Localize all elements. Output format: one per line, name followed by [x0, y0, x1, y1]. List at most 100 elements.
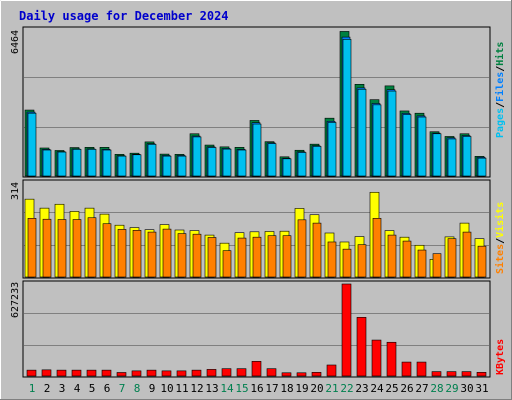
- x-tick-label-day-5: 5: [89, 382, 96, 395]
- bar-kbytes-day-14: [221, 368, 232, 377]
- bar-pages-day-4: [72, 149, 82, 177]
- bar-kbytes-day-5: [86, 369, 97, 377]
- legend-hits: Hits: [494, 42, 506, 66]
- x-tick-label-day-29: 29: [445, 382, 458, 395]
- bar-sites-day-18: [282, 235, 292, 278]
- bar-pages-day-17: [267, 143, 277, 177]
- bar-sites-day-1: [27, 218, 37, 278]
- bar-sites-day-13: [207, 237, 217, 278]
- bottom-panel-ymax-label: 627233: [10, 282, 21, 318]
- bar-kbytes-day-21: [326, 364, 337, 377]
- legend-separator: /: [495, 66, 506, 72]
- bar-pages-day-13: [207, 147, 217, 177]
- legend-middle: Sites/Visits: [494, 202, 506, 274]
- x-tick-label-day-27: 27: [415, 382, 428, 395]
- x-tick-label-day-2: 2: [44, 382, 51, 395]
- bar-pages-day-22: [342, 39, 352, 177]
- bar-kbytes-day-24: [371, 339, 382, 377]
- bar-kbytes-day-3: [56, 369, 67, 377]
- bar-pages-day-3: [57, 151, 67, 177]
- bar-kbytes-day-23: [356, 317, 367, 377]
- legend-files: Files: [494, 72, 506, 102]
- bar-kbytes-day-18: [281, 372, 292, 377]
- x-tick-label-day-19: 19: [295, 382, 308, 395]
- panel-bottom-bg: [22, 280, 491, 378]
- legend-bottom: KBytes: [495, 339, 506, 375]
- bar-sites-day-30: [462, 231, 472, 278]
- bar-pages-day-10: [162, 155, 172, 177]
- bar-sites-day-24: [372, 218, 382, 278]
- x-tick-label-day-11: 11: [175, 382, 188, 395]
- x-tick-label-day-12: 12: [190, 382, 203, 395]
- bars-middle-panel: [24, 191, 487, 278]
- x-tick-label-day-7: 7: [119, 382, 126, 395]
- x-tick-label-day-10: 10: [160, 382, 173, 395]
- x-tick-label-day-13: 13: [205, 382, 218, 395]
- x-axis-day-labels: 1 2 3 4 5 6 7 8 9 10 11 12 13 14 15 16 17 18 19 20 21 22 23 24 2…: [29, 382, 489, 395]
- bar-sites-day-3: [57, 219, 67, 278]
- bar-pages-day-19: [297, 152, 307, 177]
- bar-pages-day-1: [27, 112, 37, 177]
- legend-top: Pages/Files/Hits: [494, 42, 506, 138]
- bar-sites-day-9: [147, 231, 157, 278]
- bar-sites-day-14: [222, 250, 232, 278]
- legend-visits: Visits: [494, 202, 506, 238]
- x-tick-label-day-6: 6: [104, 382, 111, 395]
- bar-sites-day-11: [177, 233, 187, 278]
- bar-sites-day-10: [162, 228, 172, 278]
- x-tick-label-day-9: 9: [149, 382, 156, 395]
- bar-sites-day-29: [447, 238, 457, 278]
- bar-kbytes-day-11: [176, 370, 187, 377]
- bar-kbytes-day-27: [416, 361, 427, 377]
- x-tick-label-day-31: 31: [475, 382, 488, 395]
- bar-sites-day-20: [312, 222, 322, 278]
- bar-pages-day-5: [87, 149, 97, 177]
- bar-sites-day-19: [297, 219, 307, 278]
- bar-sites-day-28: [432, 253, 442, 278]
- bar-pages-day-24: [372, 104, 382, 177]
- bar-pages-day-18: [282, 158, 292, 177]
- bar-sites-day-5: [87, 217, 97, 278]
- bar-kbytes-day-6: [101, 369, 112, 377]
- bar-kbytes-day-4: [71, 369, 82, 377]
- bar-pages-day-14: [222, 148, 232, 177]
- bar-kbytes-day-30: [461, 371, 472, 377]
- bar-kbytes-day-25: [386, 341, 397, 377]
- bar-sites-day-4: [72, 219, 82, 278]
- bar-kbytes-day-22: [341, 283, 352, 377]
- bar-kbytes-day-29: [446, 371, 457, 377]
- x-tick-label-day-26: 26: [400, 382, 413, 395]
- bar-sites-day-21: [327, 241, 337, 278]
- bar-sites-day-8: [132, 229, 142, 278]
- x-tick-label-day-28: 28: [430, 382, 443, 395]
- bar-kbytes-day-9: [146, 369, 157, 377]
- bar-kbytes-day-16: [251, 361, 262, 377]
- x-tick-label-day-23: 23: [355, 382, 368, 395]
- legend-kbytes: KBytes: [495, 339, 506, 375]
- bar-pages-day-29: [447, 138, 457, 177]
- bar-kbytes-day-26: [401, 361, 412, 377]
- bar-kbytes-day-28: [431, 371, 442, 377]
- bar-sites-day-27: [417, 249, 427, 278]
- x-tick-label-day-1: 1: [29, 382, 36, 395]
- x-tick-label-day-15: 15: [235, 382, 248, 395]
- legend-pages: Pages: [495, 108, 506, 138]
- x-tick-label-day-20: 20: [310, 382, 323, 395]
- x-tick-label-day-17: 17: [265, 382, 278, 395]
- bar-sites-day-23: [357, 244, 367, 278]
- bar-sites-day-6: [102, 223, 112, 278]
- bar-pages-day-9: [147, 144, 157, 177]
- bar-sites-day-22: [342, 248, 352, 278]
- bar-sites-day-31: [477, 245, 487, 278]
- bar-pages-day-8: [132, 154, 142, 177]
- x-tick-label-day-30: 30: [460, 382, 473, 395]
- middle-panel-ymax-label: 314: [10, 182, 21, 200]
- bar-sites-day-25: [387, 234, 397, 278]
- legend-separator: /: [495, 238, 506, 244]
- bar-pages-day-31: [477, 157, 487, 177]
- bar-pages-day-7: [117, 155, 127, 177]
- legend-sites: Sites: [494, 244, 506, 274]
- bar-kbytes-day-31: [476, 372, 487, 377]
